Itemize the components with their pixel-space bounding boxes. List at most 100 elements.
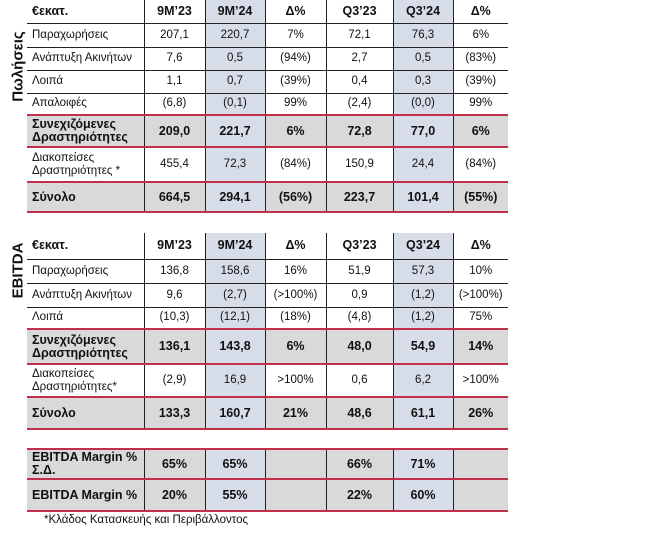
cell-value: 133,3 <box>144 396 206 430</box>
cell-value: 0,9 <box>326 283 394 308</box>
column-header: €εκατ. <box>27 233 145 260</box>
cell-value: 9,6 <box>144 283 206 308</box>
header-row: €εκατ. 9M’23 9M’24 Δ% Q3’23 Q3’24 Δ% <box>27 233 508 260</box>
sales-side-label: Πωλήσεις <box>9 31 27 102</box>
cell-value: 2,7 <box>326 47 394 71</box>
table-row: Ανάπτυξη Ακινήτων 9,6 (2,7) (>100%) 0,9 (1,2)… <box>27 283 508 308</box>
row-label: EBITDA Margin % <box>27 478 145 512</box>
row-label: Διακοπείσες Δραστηριότητες * <box>27 147 145 183</box>
cell-value: (10,3) <box>144 307 206 330</box>
margins-table: EBITDA Margin % Σ.Δ. 65% 65% 66% 71% EBITDA M… <box>27 448 508 512</box>
row-label: Ανάπτυξη Ακινήτων <box>27 283 145 308</box>
cell-value: 60% <box>393 478 454 512</box>
cell-value: (6,8) <box>144 93 206 116</box>
table-row: Παραχωρήσεις 207,1 220,7 7% 72,1 76,3 6% <box>27 23 508 48</box>
cell-value: 10% <box>453 259 508 284</box>
cell-value: 136,8 <box>144 259 206 284</box>
cell-value: 6% <box>453 114 508 148</box>
cell-value: 99% <box>265 93 327 116</box>
table-row: Συνεχιζόμενες Δραστηριότητες 209,0 221,7 6%… <box>27 114 508 148</box>
cell-value: 0,5 <box>393 47 454 71</box>
table-row: Σύνολο 664,5 294,1 (56%) 223,7 101,4 (55%) <box>27 181 508 213</box>
cell-value: 150,9 <box>326 147 394 183</box>
row-label: EBITDA Margin % Σ.Δ. <box>27 448 145 480</box>
cell-value <box>453 478 508 512</box>
cell-value: (18%) <box>265 307 327 330</box>
cell-value: 664,5 <box>144 181 206 213</box>
cell-value: (2,9) <box>144 364 206 398</box>
table-row: Σύνολο 133,3 160,7 21% 48,6 61,1 26% <box>27 396 508 430</box>
cell-value: 209,0 <box>144 114 206 148</box>
cell-value: 21% <box>265 396 327 430</box>
cell-value: 76,3 <box>393 23 454 48</box>
row-label: Παραχωρήσεις <box>27 259 145 284</box>
column-header: Δ% <box>453 233 508 260</box>
cell-value: 16% <box>265 259 327 284</box>
cell-value: 7,6 <box>144 47 206 71</box>
ebitda-table: €εκατ. 9M’23 9M’24 Δ% Q3’23 Q3’24 Δ% Παραχωρήσε… <box>27 233 508 430</box>
cell-value: 207,1 <box>144 23 206 48</box>
table-row: EBITDA Margin % 20% 55% 22% 60% <box>27 478 508 512</box>
cell-value: 0,6 <box>326 364 394 398</box>
cell-value: 160,7 <box>205 396 266 430</box>
cell-value: 99% <box>453 93 508 116</box>
cell-value: (>100%) <box>453 283 508 308</box>
cell-value: 51,9 <box>326 259 394 284</box>
cell-value: 0,7 <box>205 70 266 94</box>
row-label: Διακοπείσες Δραστηριότητες* <box>27 364 145 398</box>
column-header: Q3’23 <box>326 233 394 260</box>
cell-value: 455,4 <box>144 147 206 183</box>
column-header: 9M’23 <box>144 233 206 260</box>
table-row: Διακοπείσες Δραστηριότητες* (2,9) 16,9 >100… <box>27 364 508 398</box>
cell-value: (4,8) <box>326 307 394 330</box>
cell-value: (>100%) <box>265 283 327 308</box>
cell-value: 294,1 <box>205 181 266 213</box>
cell-value: 26% <box>453 396 508 430</box>
row-label: Συνεχιζόμενες Δραστηριότητες <box>27 328 145 365</box>
table-row: Λοιπά (10,3) (12,1) (18%) (4,8) (1,2) 75% <box>27 307 508 330</box>
cell-value: (56%) <box>265 181 327 213</box>
column-header: €εκατ. <box>27 0 145 24</box>
cell-value: 1,1 <box>144 70 206 94</box>
cell-value: 72,1 <box>326 23 394 48</box>
cell-value: 72,8 <box>326 114 394 148</box>
cell-value: 158,6 <box>205 259 266 284</box>
column-header: 9M’24 <box>205 0 266 24</box>
cell-value: (1,2) <box>393 307 454 330</box>
cell-value: (94%) <box>265 47 327 71</box>
cell-value: 48,6 <box>326 396 394 430</box>
cell-value: 65% <box>144 448 206 480</box>
cell-value: 0,5 <box>205 47 266 71</box>
cell-value: 143,8 <box>205 328 266 365</box>
cell-value: 57,3 <box>393 259 454 284</box>
cell-value: 22% <box>326 478 394 512</box>
cell-value: 66% <box>326 448 394 480</box>
column-header: Δ% <box>265 0 327 24</box>
table-row: Απαλοιφές (6,8) (0,1) 99% (2,4) (0,0) 99% <box>27 93 508 116</box>
cell-value: 72,3 <box>205 147 266 183</box>
cell-value: (83%) <box>453 47 508 71</box>
footnote: *Κλάδος Κατασκευής και Περιβάλλοντος <box>44 514 249 526</box>
column-header: Q3’24 <box>393 233 454 260</box>
cell-value: 48,0 <box>326 328 394 365</box>
cell-value: 61,1 <box>393 396 454 430</box>
cell-value <box>265 478 327 512</box>
cell-value: 54,9 <box>393 328 454 365</box>
row-label: Απαλοιφές <box>27 93 145 116</box>
cell-value: (1,2) <box>393 283 454 308</box>
table-row: Παραχωρήσεις 136,8 158,6 16% 51,9 57,3 10% <box>27 259 508 284</box>
row-label: Παραχωρήσεις <box>27 23 145 48</box>
table-row: Διακοπείσες Δραστηριότητες * 455,4 72,3 (84… <box>27 147 508 183</box>
column-header: 9M’23 <box>144 0 206 24</box>
cell-value: (55%) <box>453 181 508 213</box>
cell-value: (2,4) <box>326 93 394 116</box>
column-header: Q3’23 <box>326 0 394 24</box>
cell-value: 7% <box>265 23 327 48</box>
row-label: Λοιπά <box>27 307 145 330</box>
cell-value: 71% <box>393 448 454 480</box>
row-label: Σύνολο <box>27 396 145 430</box>
cell-value: (84%) <box>265 147 327 183</box>
cell-value: (84%) <box>453 147 508 183</box>
row-label: Ανάπτυξη Ακινήτων <box>27 47 145 71</box>
cell-value: (12,1) <box>205 307 266 330</box>
